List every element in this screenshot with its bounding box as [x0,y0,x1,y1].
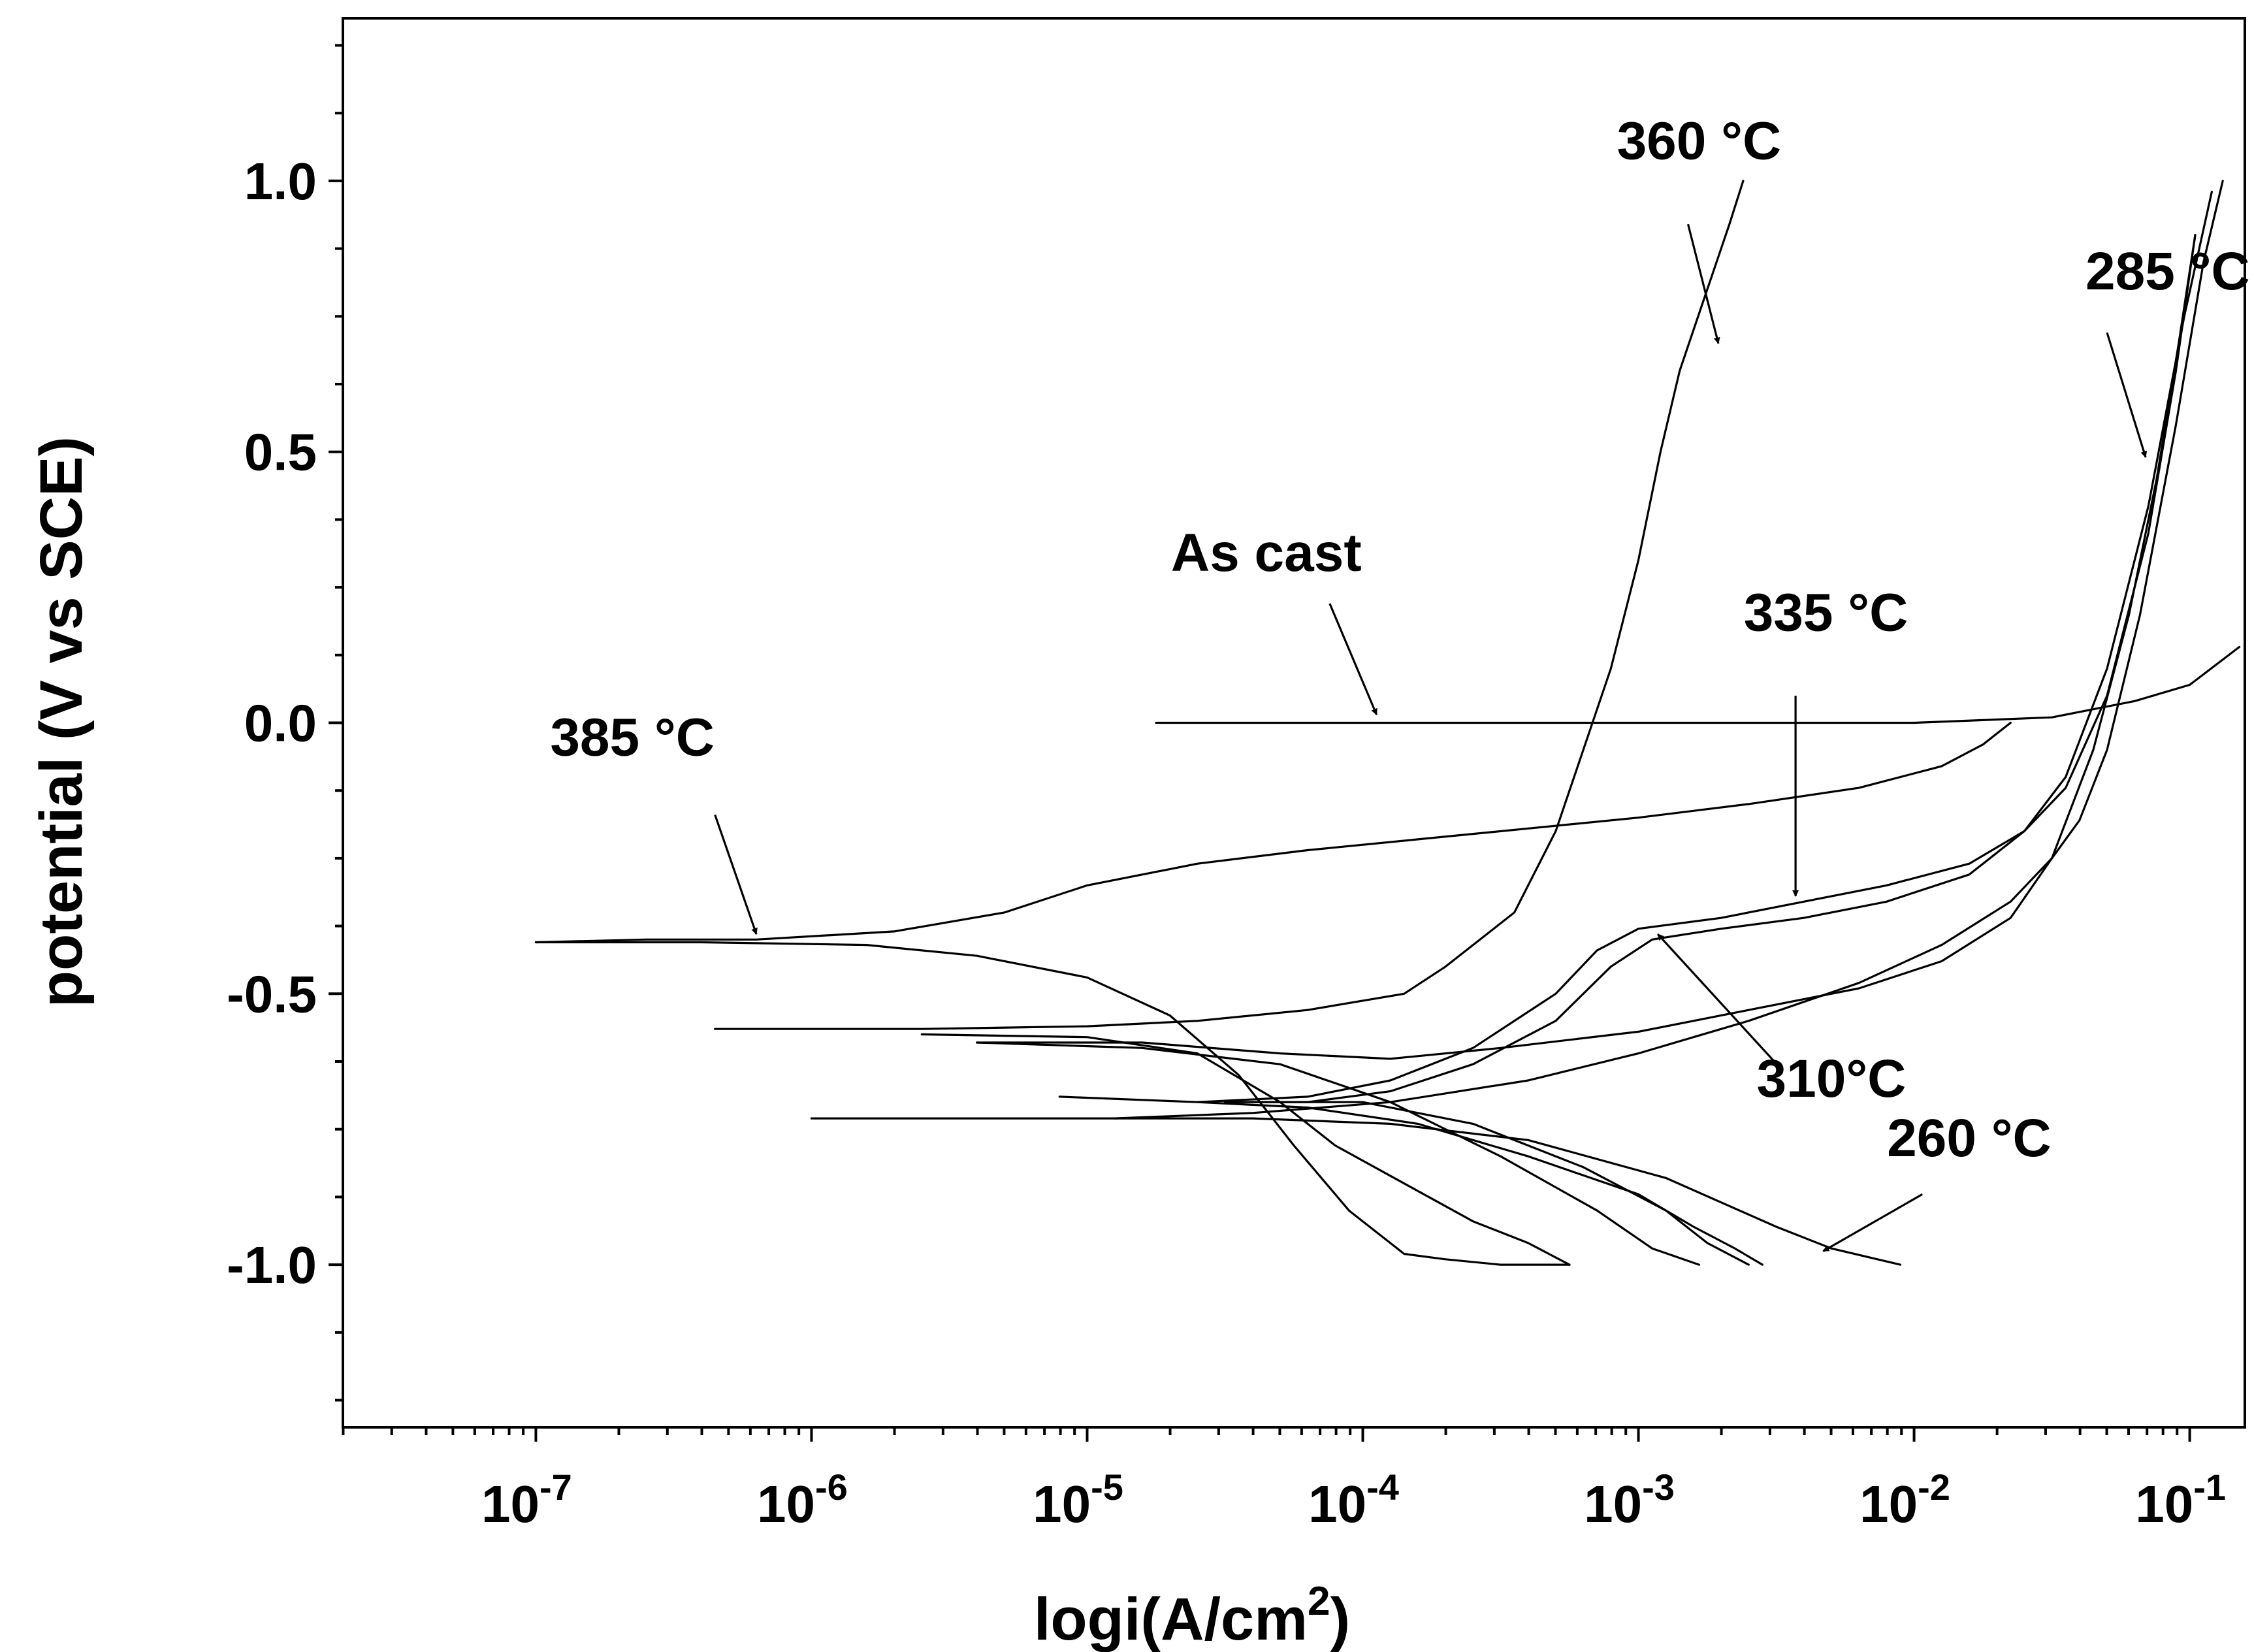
annotation-label: 285 °C [2085,242,2250,301]
annotation-label: 260 °C [1887,1109,2052,1168]
curve-285-c-cathodic [976,1041,1700,1266]
annotation-label: 335 °C [1744,583,1908,642]
curve-310-c-cathodic [1251,1101,1750,1266]
y-axis: 1.0 0.5 0.0 -0.5 -1.0 [227,44,343,1402]
curve-285-c [976,234,2197,1060]
annotation-label: 310°C [1757,1049,1907,1109]
annotation-label: As cast [1171,523,1362,583]
y-tick-label: 1.0 [244,152,317,210]
x-tick-label: 10-7 [481,1466,572,1533]
y-tick-label: 0.0 [244,694,317,753]
x-tick-label: 10-2 [1860,1466,1950,1533]
y-tick-label: -1.0 [227,1236,317,1294]
curve-as-cast [1155,645,2241,724]
x-axis-title-sup: 2 [1308,1579,1330,1624]
x-axis-title-end: ) [1330,1586,1350,1652]
annotation-arrow [1686,223,1720,344]
annotation-label: 360 °C [1617,112,1782,171]
annotation-arrow [714,815,758,935]
x-axis-title-main: logi(A/cm [1034,1586,1308,1652]
curve-360-c-cathodic [920,1033,1571,1266]
annotations: 360 °C 285 °C As cast 335 °C 385 °C 310°C260 … [550,112,2250,1252]
x-axis: 10-7 10-6 10-5 10-4 10-3 10-2 10-1 [342,1427,2226,1533]
curve-335-c [1058,234,2197,1103]
x-tick-label: 10-5 [1033,1466,1123,1533]
y-axis-title: potential (V vs SCE) [28,436,95,1007]
curve-260-c-cathodic [1114,1117,1902,1266]
curve-360-c [714,180,1745,1030]
curve-385-c [534,941,1571,1266]
curve-260-c [810,180,2224,1120]
curves [534,180,2241,1266]
annotation-arrow [1822,1193,1924,1252]
x-tick-label: 10-4 [1308,1466,1399,1533]
curve-310-c [1223,190,2213,1103]
x-tick-label: 10-1 [2135,1466,2226,1533]
x-tick-label: 10-6 [757,1466,848,1533]
y-tick-label: 0.5 [244,423,317,481]
annotation-arrow [2106,332,2148,458]
annotation-arrow [1656,933,1783,1071]
annotation-label: 385 °C [550,707,715,767]
y-tick-label: -0.5 [227,965,317,1023]
curve-385-c-anodic [534,721,2012,944]
annotation-arrow [1328,603,1378,715]
x-tick-label: 10-3 [1584,1466,1675,1533]
x-axis-title: logi(A/cm2) [1034,1579,1350,1652]
curve-335-c-cathodic [1196,1101,1763,1266]
